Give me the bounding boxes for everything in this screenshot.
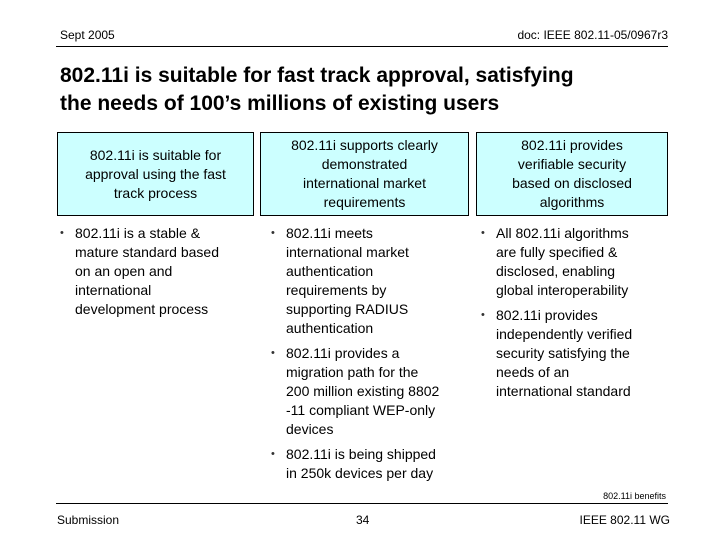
bullet-item: • 802.11i provides a migration path for … [268, 344, 473, 439]
footer-submission: Submission [57, 513, 120, 527]
header-date: Sept 2005 [60, 28, 115, 42]
bullet-line: 802.11i provides [496, 307, 598, 323]
bullet-line: requirements by [286, 282, 387, 298]
bullet-item: • 802.11i is a stable & mature standard … [57, 224, 255, 319]
slide-title: 802.11i is suitable for fast track appro… [60, 62, 680, 118]
bullet-column-approval: • 802.11i is a stable & mature standard … [57, 224, 255, 325]
bullet-line: 200 million existing 8802 [286, 383, 440, 399]
bullet-line: needs of an [496, 364, 570, 380]
bullet-line: authentication [286, 263, 374, 279]
header-doc-id: doc: IEEE 802.11-05/0967r3 [517, 28, 668, 42]
heading-box-line: 802.11i supports clearly [291, 137, 438, 153]
heading-box-approval: 802.11i is suitable for approval using t… [57, 132, 254, 216]
bullet-icon: • [271, 347, 275, 359]
bullet-line: 802.11i is being shipped [286, 446, 436, 462]
bullet-line: -11 compliant WEP-only [286, 402, 436, 418]
heading-box-line: international market [303, 175, 426, 191]
bullet-column-security: • All 802.11i algorithms are fully speci… [478, 224, 668, 407]
bullet-item: • 802.11i is being shipped in 250k devic… [268, 445, 473, 483]
slide-footnote: 802.11i benefits [603, 491, 666, 501]
bullet-icon: • [271, 227, 275, 239]
heading-box-line: based on disclosed [512, 175, 632, 191]
bullet-line: international market [286, 244, 409, 260]
bullet-line: international standard [496, 383, 631, 399]
heading-box-line: track process [113, 184, 198, 201]
bullet-line: devices [286, 421, 334, 437]
bullet-line: migration path for the [286, 364, 419, 380]
header-divider [56, 46, 668, 47]
bullet-item: • All 802.11i algorithms are fully speci… [478, 224, 668, 300]
bullet-line: authentication [286, 320, 374, 336]
bullet-icon: • [60, 227, 64, 239]
bullet-line: are fully specified & [496, 244, 618, 260]
heading-box-security: 802.11i provides verifiable security bas… [476, 132, 668, 216]
bullet-line: disclosed, enabling [496, 263, 616, 279]
heading-box-line: 802.11i is suitable for [89, 146, 222, 163]
bullet-line: 802.11i provides a [286, 345, 400, 361]
bullet-line: development process [75, 301, 209, 317]
bullet-line: global interoperability [496, 282, 629, 298]
footer-org: IEEE 802.11 WG [579, 513, 671, 527]
bullet-line: 802.11i meets [286, 225, 373, 241]
bullet-item: • 802.11i meets international market aut… [268, 224, 473, 338]
heading-box-line: requirements [323, 194, 406, 210]
bullet-icon: • [481, 309, 485, 321]
bullet-line: supporting RADIUS [286, 301, 409, 317]
heading-box-line: approval using the fast [85, 165, 226, 182]
bullet-line: All 802.11i algorithms [496, 225, 629, 241]
heading-box-market: 802.11i supports clearly demonstrated in… [260, 132, 469, 216]
bullet-line: mature standard based [75, 244, 219, 260]
bullet-line: international [75, 282, 152, 298]
bullet-column-market: • 802.11i meets international market aut… [268, 224, 473, 489]
page-number: 34 [356, 513, 370, 527]
bullet-line: on an open and [75, 263, 173, 279]
bullet-icon: • [271, 448, 275, 460]
slide-title-line: the needs of 100’s millions of existing … [60, 92, 500, 115]
bullet-item: • 802.11i provides independently verifie… [478, 306, 668, 401]
heading-box-line: verifiable security [517, 156, 627, 172]
heading-box-line: demonstrated [321, 156, 408, 172]
bullet-icon: • [481, 227, 485, 239]
footer-divider [56, 503, 668, 504]
bullet-line: security satisfying the [496, 345, 630, 361]
bullet-line: in 250k devices per day [286, 465, 434, 481]
heading-box-line: algorithms [539, 194, 605, 210]
bullet-line: 802.11i is a stable & [75, 225, 201, 241]
bullet-line: independently verified [496, 326, 633, 342]
heading-box-line: 802.11i provides [521, 137, 623, 153]
slide-title-line: 802.11i is suitable for fast track appro… [60, 64, 574, 87]
